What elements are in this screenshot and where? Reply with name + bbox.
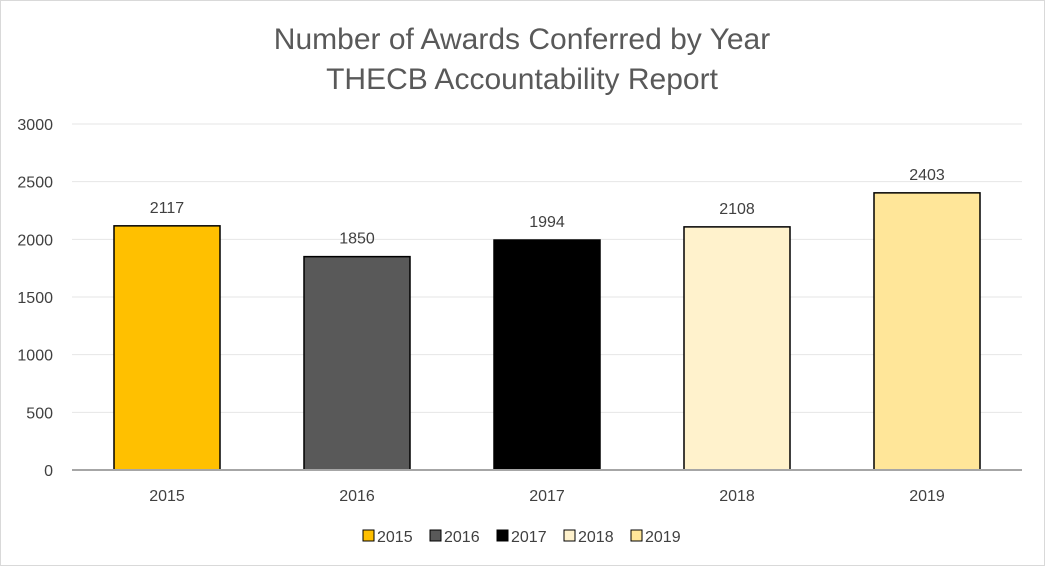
y-tick-label: 2500 xyxy=(17,175,53,192)
bars xyxy=(113,192,981,471)
y-axis-ticks: 0 500 1000 1500 2000 2500 3000 xyxy=(17,117,53,480)
data-label-2019: 2403 xyxy=(909,167,945,184)
legend-label-2019: 2019 xyxy=(645,529,681,546)
legend-swatch-2018 xyxy=(563,529,576,542)
x-tick-label-2018: 2018 xyxy=(719,488,755,505)
legend-label-2018: 2018 xyxy=(578,529,614,546)
y-tick-label: 3000 xyxy=(17,117,53,134)
data-labels: 2117 1850 1994 2108 2403 xyxy=(150,167,945,248)
legend-swatch-2019 xyxy=(630,529,643,542)
legend-label-2017: 2017 xyxy=(511,529,547,546)
legend-swatch-2015 xyxy=(362,529,375,542)
data-label-2016: 1850 xyxy=(339,231,375,248)
data-label-2015: 2117 xyxy=(150,200,185,217)
bar-2017 xyxy=(493,239,601,471)
bar-2015 xyxy=(113,225,221,471)
x-tick-label-2019: 2019 xyxy=(909,488,945,505)
bar-2016 xyxy=(303,255,411,471)
y-tick-label: 1000 xyxy=(17,348,53,365)
x-tick-label-2015: 2015 xyxy=(149,488,185,505)
legend-label-2016: 2016 xyxy=(444,529,480,546)
bar-2019 xyxy=(873,192,981,471)
y-tick-label: 1500 xyxy=(17,290,53,307)
chart-title: Number of Awards Conferred by Year xyxy=(274,23,770,56)
legend-swatch-2016 xyxy=(429,529,442,542)
y-tick-label: 2000 xyxy=(17,232,53,249)
x-axis-ticks: 2015 2016 2017 2018 2019 xyxy=(149,488,945,505)
x-tick-label-2016: 2016 xyxy=(339,488,375,505)
chart-subtitle: THECB Accountability Report xyxy=(326,63,718,96)
x-tick-label-2017: 2017 xyxy=(529,488,565,505)
y-tick-label: 500 xyxy=(26,405,53,422)
legend-label-2015: 2015 xyxy=(377,529,413,546)
data-label-2018: 2108 xyxy=(719,201,755,218)
legend-swatch-2017 xyxy=(496,529,509,542)
y-tick-label: 0 xyxy=(44,463,53,480)
legend: 2015 2016 2017 2018 2019 xyxy=(362,529,681,546)
bar-2018 xyxy=(683,226,791,471)
data-label-2017: 1994 xyxy=(529,214,565,231)
